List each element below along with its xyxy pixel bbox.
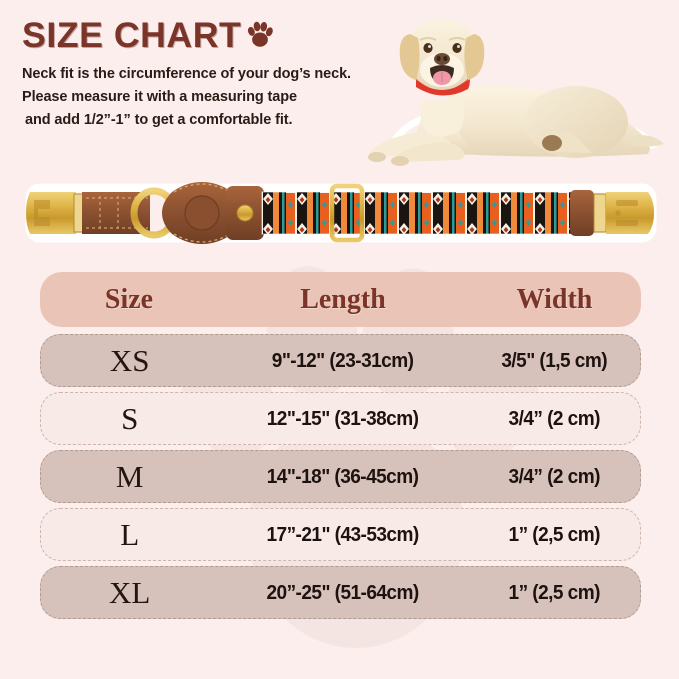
subtitle-line-2: Please measure it with a measuring tape <box>22 89 297 105</box>
aztec-webbing <box>261 191 573 235</box>
gold-slider <box>329 183 365 243</box>
cell-size: XL <box>109 575 151 610</box>
cell-width: 3/5" (1,5 cm) <box>500 348 607 372</box>
paw-icon <box>247 21 273 47</box>
cell-length: 14"-18" (36-45cm) <box>267 464 419 488</box>
cell-width: 1” (2,5 cm) <box>508 522 600 546</box>
subtitle-line-1: Neck fit is the circumference of your do… <box>22 66 351 82</box>
page-title: SIZE CHART <box>22 16 242 55</box>
title-row: SIZE CHART <box>22 18 351 53</box>
cell-length: 9"-12" (23-31cm) <box>272 348 414 372</box>
cell-length: 17”-21" (43-53cm) <box>266 522 420 546</box>
cell-width: 3/4” (2 cm) <box>508 464 600 488</box>
column-header-length: Length <box>300 283 386 315</box>
table-row: L 17”-21" (43-53cm) 1” (2,5 cm) <box>40 508 641 561</box>
leather-loop-rivet <box>226 186 264 240</box>
subtitle-block: Neck fit is the circumference of your do… <box>22 64 351 131</box>
cell-length: 12"-15" (31-38cm) <box>267 406 419 430</box>
table-row: XS 9"-12" (23-31cm) 3/5" (1,5 cm) <box>40 334 641 387</box>
gold-buckle-right <box>593 192 654 234</box>
cell-size: XS <box>109 343 150 378</box>
dog-photo <box>330 2 678 174</box>
header-block: SIZE CHART Neck fit is the circumference… <box>22 18 351 131</box>
airtag-holder <box>162 182 242 244</box>
cell-width: 1” (2,5 cm) <box>508 580 600 604</box>
column-header-width: Width <box>516 283 593 315</box>
gold-buckle-left <box>26 192 85 234</box>
subtitle-line-3: and add 1/2”-1” to get a comfortable fit… <box>25 112 293 128</box>
cell-size: S <box>121 401 139 436</box>
table-row: M 14"-18" (36-45cm) 3/4” (2 cm) <box>40 450 641 503</box>
cell-size: M <box>115 459 144 494</box>
size-table: Size Length Width XS 9"-12" (23-31cm) 3/… <box>40 272 641 624</box>
table-header-row: Size Length Width <box>40 272 641 327</box>
cell-size: L <box>120 517 140 552</box>
collar-product-image <box>14 168 669 260</box>
leather-keeper-right <box>570 190 594 236</box>
table-row: S 12"-15" (31-38cm) 3/4” (2 cm) <box>40 392 641 445</box>
table-row: XL 20”-25" (51-64cm) 1” (2,5 cm) <box>40 566 641 619</box>
cell-length: 20”-25" (51-64cm) <box>266 580 420 604</box>
cell-width: 3/4” (2 cm) <box>508 406 600 430</box>
column-header-size: Size <box>104 283 154 315</box>
